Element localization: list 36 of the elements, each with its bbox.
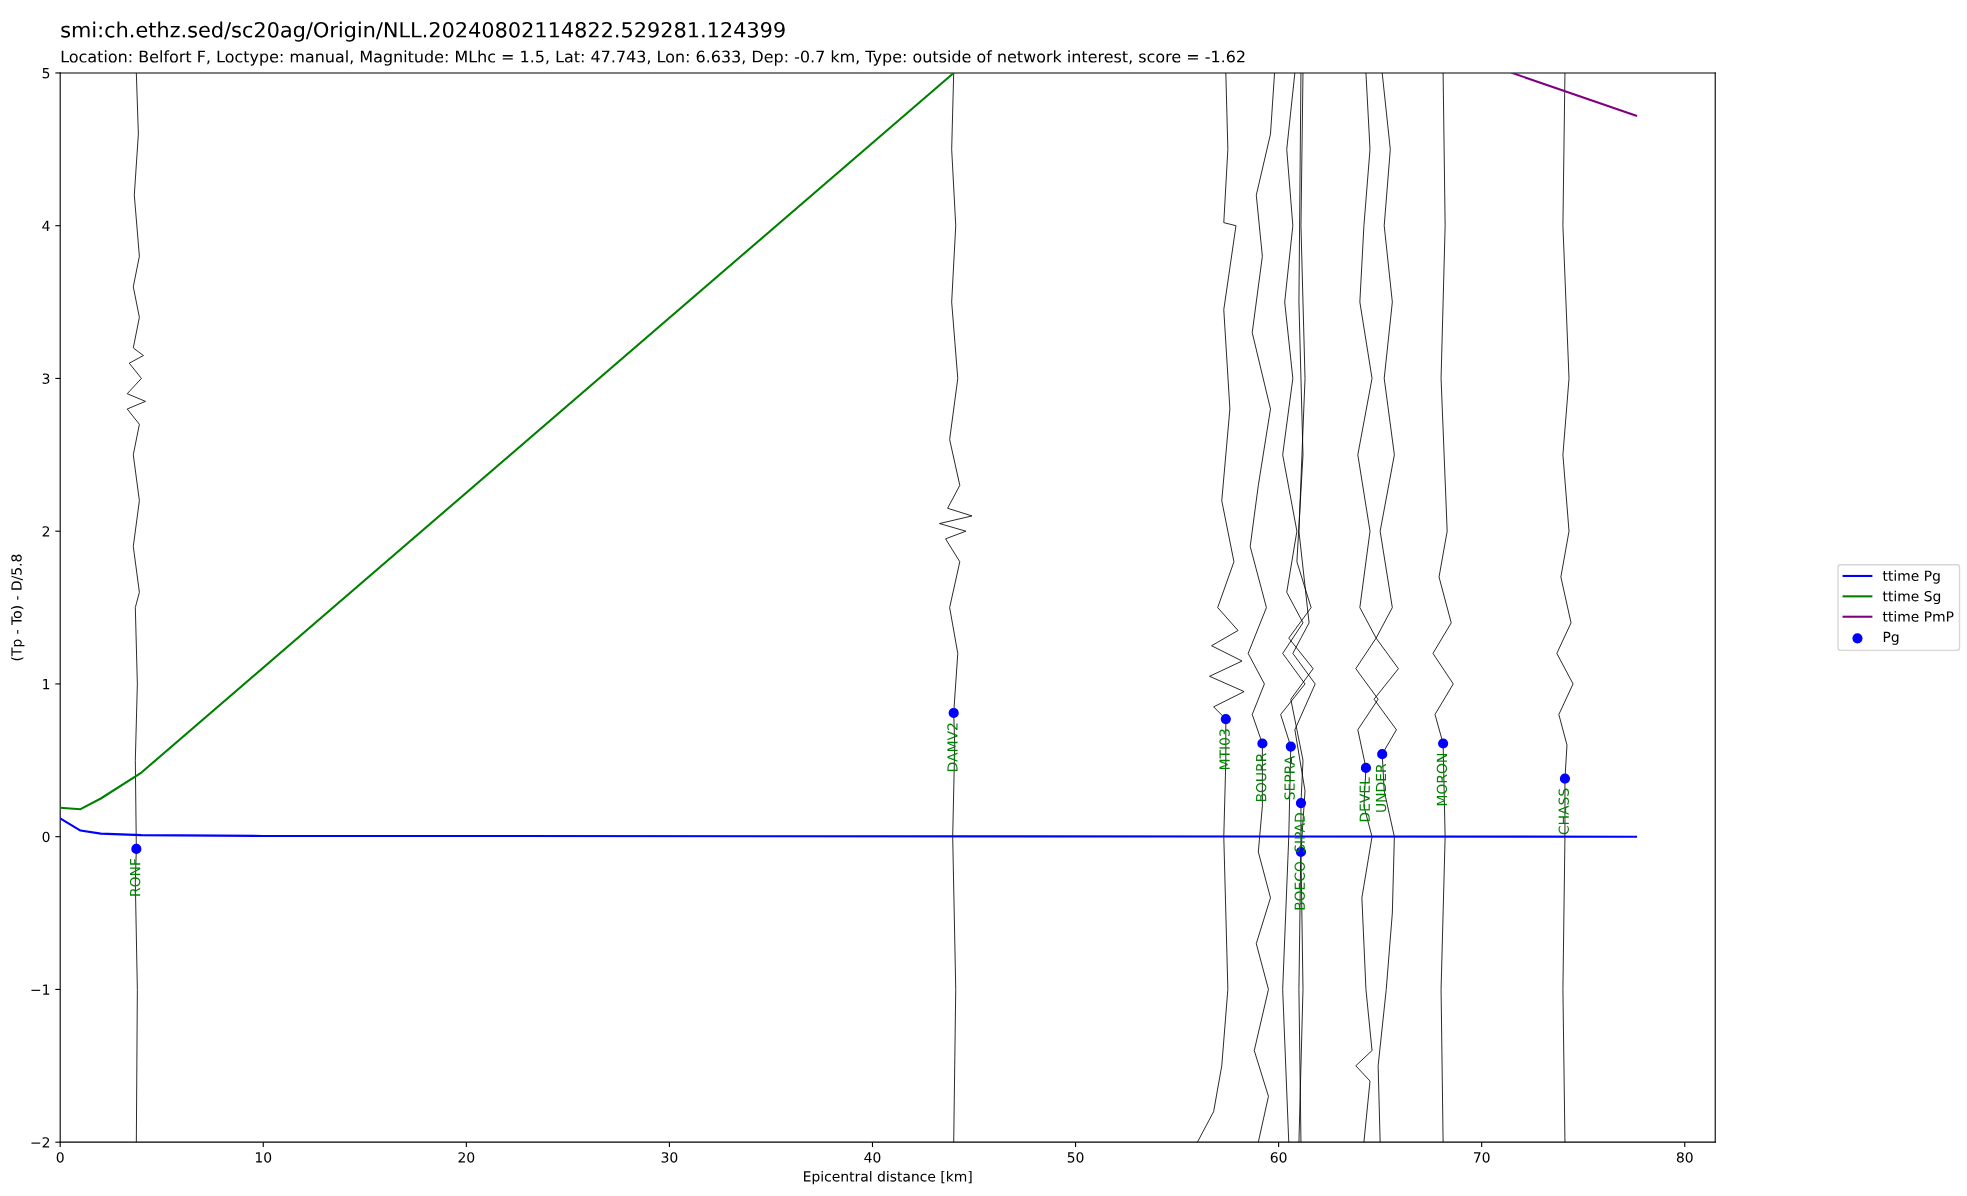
y-tick-label: −2 [31,1137,50,1148]
y-tick-label: 2 [42,526,50,537]
annotation: BOURR [1255,753,1267,801]
x-axis-title: Epicentral distance [km] [804,1170,972,1185]
x-tick-label: 30 [661,1152,678,1163]
y-tick-label: 5 [42,68,50,79]
x-tick-label: 0 [56,1152,64,1163]
annotation: DEVEL [1359,777,1370,822]
x-tick-label: 10 [255,1152,272,1163]
annotation: UNDER [1375,763,1387,812]
chart-subtitle: Location: Belfort F, Loctype: manual, Magnitude: MLhc = 1.5, Lat: 47.743, Lon: 6.633, Dep: -0.7 km, Type: outside of network interest, score = -1.62 [61,50,1245,66]
x-tick-label: 50 [1067,1152,1084,1163]
chart-title: smi:ch.ethz.sed/sc20ag/Origin/NLL.20240802114822.529281.124399 [61,21,785,42]
annotation: MORON [1436,754,1448,806]
legend-label: ttime Sg [1882,590,1941,605]
annotation: BOECO [1294,861,1305,910]
x-tick-label: 80 [1676,1152,1693,1163]
annotation: SEPRA [1284,755,1295,800]
annotation: RONF [129,858,141,896]
legend-label: ttime Pg [1882,570,1940,584]
x-tick-label: 60 [1270,1152,1287,1163]
x-tick-label: 20 [458,1152,475,1163]
y-tick-label: 4 [42,220,50,231]
annotation: MTI03 [1219,729,1230,770]
annotation: SIPAD [1294,813,1305,852]
legend-label: ttime PmP [1882,611,1954,622]
y-axis-title: (Tp - To) - D/5.8 [11,554,25,661]
y-tick-label: 1 [43,679,50,690]
legend-label: Pg [1883,631,1899,645]
annotation: DAMV2 [947,723,958,772]
y-tick-label: −1 [31,984,50,995]
x-tick-label: 70 [1473,1152,1490,1163]
annotation: CHASS [1558,788,1569,835]
x-tick-label: 40 [864,1152,881,1163]
y-tick-label: 0 [42,831,50,843]
y-tick-label: 3 [42,373,50,384]
